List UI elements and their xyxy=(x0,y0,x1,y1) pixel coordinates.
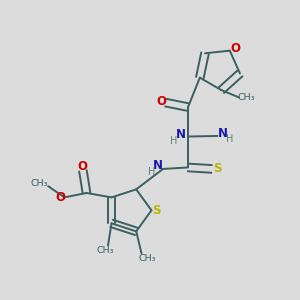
Text: S: S xyxy=(152,204,161,217)
Text: CH₃: CH₃ xyxy=(139,254,156,263)
Text: N: N xyxy=(176,128,186,141)
Text: CH₃: CH₃ xyxy=(238,93,255,102)
Text: S: S xyxy=(213,162,221,176)
Text: O: O xyxy=(230,42,240,55)
Text: H: H xyxy=(170,136,178,146)
Text: CH₃: CH₃ xyxy=(31,179,48,188)
Text: H: H xyxy=(148,167,155,178)
Text: H: H xyxy=(226,134,233,145)
Text: N: N xyxy=(218,127,228,140)
Text: N: N xyxy=(153,160,163,172)
Text: CH₃: CH₃ xyxy=(96,246,114,255)
Text: O: O xyxy=(55,191,65,204)
Text: O: O xyxy=(157,95,167,108)
Text: O: O xyxy=(77,160,87,173)
